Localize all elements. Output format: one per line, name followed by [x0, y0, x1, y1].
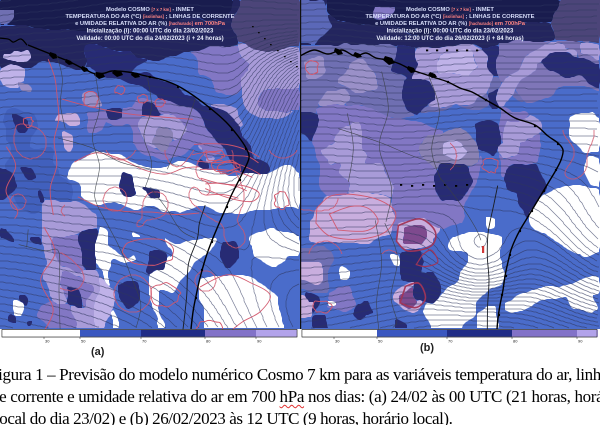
- svg-text:80: 80: [206, 339, 211, 344]
- svg-text:TEMPERATURA DO AR (°C) [isolin: TEMPERATURA DO AR (°C) [isolinhas] ; LIN…: [66, 14, 235, 20]
- svg-text:Modelo COSMO [7 x 7 km] - INME: Modelo COSMO [7 x 7 km] - INMET: [406, 7, 494, 13]
- svg-text:Modelo COSMO [7 x 7 km] - INME: Modelo COSMO [7 x 7 km] - INMET: [106, 7, 194, 13]
- svg-text:70: 70: [448, 339, 453, 344]
- svg-text:90: 90: [578, 339, 583, 344]
- svg-text:Validade: 00:00 UTC do dia 24/: Validade: 00:00 UTC do dia 24/02/2023 (i…: [76, 36, 223, 42]
- svg-text:50: 50: [378, 339, 383, 344]
- svg-text:30: 30: [45, 339, 50, 344]
- svg-text:70: 70: [142, 339, 147, 344]
- svg-text:90: 90: [257, 339, 262, 344]
- svg-text:e UMIDADE RELATIVA DO AR (%) [: e UMIDADE RELATIVA DO AR (%) [hachurado]…: [375, 21, 526, 27]
- svg-text:Inicialização (i): 00:00 UTC d: Inicialização (i): 00:00 UTC do dia 23/0…: [387, 29, 514, 35]
- svg-text:80: 80: [513, 339, 518, 344]
- svg-text:30: 30: [335, 339, 340, 344]
- svg-text:50: 50: [81, 339, 86, 344]
- svg-text:Inicialização (i): 00:00 UTC d: Inicialização (i): 00:00 UTC do dia 23/0…: [87, 29, 214, 35]
- svg-text:TEMPERATURA DO AR (°C) [isolin: TEMPERATURA DO AR (°C) [isolinhas] ; LIN…: [366, 14, 535, 20]
- svg-text:Validade: 12:00 UTC do dia 26/: Validade: 12:00 UTC do dia 26/02/2023 (i…: [376, 36, 523, 42]
- svg-text:e UMIDADE RELATIVA DO AR (%) [: e UMIDADE RELATIVA DO AR (%) [hachurado]…: [75, 21, 226, 27]
